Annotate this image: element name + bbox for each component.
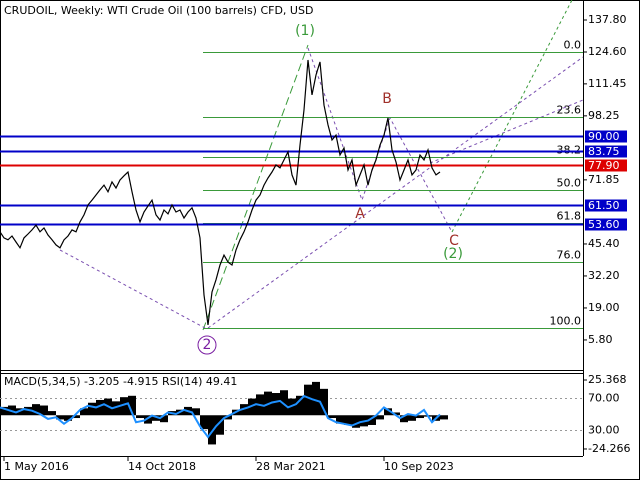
y-tick-label: 32.20	[588, 269, 620, 282]
macd-bar	[192, 408, 200, 416]
x-tick-label: 14 Oct 2018	[128, 460, 196, 473]
macd-bar	[96, 399, 104, 416]
wave-line	[451, 0, 573, 233]
macd-bar	[296, 395, 304, 416]
y-tick-label: 45.40	[588, 237, 620, 250]
macd-bar	[88, 402, 96, 416]
y-tick-label: 137.80	[588, 13, 627, 26]
wave-label: 2	[203, 337, 212, 353]
macd-bar	[128, 395, 136, 416]
y-tick-label: 111.45	[588, 77, 627, 90]
macd-bar	[392, 412, 400, 416]
macd-bar	[200, 415, 208, 430]
macd-bar	[288, 398, 296, 416]
macd-bar	[112, 401, 120, 416]
fib-label: 38.2	[557, 144, 582, 157]
macd-bar	[208, 415, 216, 445]
macd-bar	[56, 415, 64, 420]
macd-bar	[248, 398, 256, 416]
price-level-box	[585, 159, 627, 172]
wave-label: C	[449, 233, 459, 249]
fib-label: 23.6	[557, 104, 582, 117]
wave-line	[207, 56, 584, 329]
wave-label: A	[355, 206, 365, 222]
fib-label: 0.0	[564, 39, 582, 52]
y-tick-label: 124.60	[588, 45, 627, 58]
indicator-title: MACD(5,34,5) -3.205 -4.915 RSI(14) 49.41	[4, 375, 237, 388]
x-tick-label: 1 May 2016	[4, 460, 69, 473]
macd-bar	[48, 411, 56, 416]
wave-circle	[197, 335, 217, 355]
macd-bar	[304, 384, 312, 416]
price-level-label: 61.50	[588, 199, 620, 212]
macd-bar	[272, 393, 280, 416]
price-level-box	[585, 130, 627, 143]
macd-bar	[120, 397, 128, 416]
price-line	[0, 59, 441, 325]
chart-title: CRUDOIL, Weekly: WTI Crude Oil (100 barr…	[4, 4, 313, 17]
wave-label: B	[382, 91, 392, 107]
macd-bar	[352, 415, 360, 428]
macd-bar	[40, 405, 48, 416]
x-tick-label: 10 Sep 2023	[384, 460, 454, 473]
price-level-box	[585, 145, 627, 158]
price-level-label: 53.60	[588, 218, 620, 231]
fib-label: 76.0	[557, 249, 582, 262]
macd-bar	[24, 406, 32, 416]
price-level-label: 90.00	[588, 130, 620, 143]
wave-label: (2)	[443, 246, 463, 262]
macd-bar	[224, 415, 232, 420]
macd-bar	[400, 415, 408, 423]
macd-bar	[416, 415, 424, 419]
macd-bar	[0, 406, 8, 416]
y-tick-label: 25.368	[588, 373, 627, 386]
price-level-label: 77.90	[588, 159, 620, 172]
macd-bar	[336, 415, 344, 424]
y-tick-label: 5.80	[588, 333, 613, 346]
y2-tick-label: 30.00	[588, 424, 620, 437]
price-level-box	[585, 199, 627, 212]
macd-bar	[72, 415, 80, 419]
fib-label: 50.0	[557, 177, 582, 190]
macd-bar	[440, 415, 448, 420]
macd-bar	[408, 415, 416, 421]
x-tick-label: 28 Mar 2021	[256, 460, 326, 473]
macd-bar	[80, 408, 88, 416]
wave-line	[202, 44, 309, 331]
macd-bar	[344, 415, 352, 425]
macd-bar	[376, 415, 384, 420]
price-level-label: 83.75	[588, 145, 620, 158]
y-tick-label: 19.00	[588, 301, 620, 314]
macd-bar	[136, 415, 144, 419]
macd-bar	[64, 415, 72, 421]
fib-label: 100.0	[550, 315, 582, 328]
price-level-box	[585, 218, 627, 231]
macd-bar	[216, 415, 224, 435]
macd-bar	[160, 415, 168, 423]
macd-bar	[328, 415, 336, 419]
wave-label: (1)	[295, 23, 315, 39]
macd-bar	[152, 415, 160, 421]
rsi-line	[0, 394, 441, 439]
y-tick-label: -24.266	[588, 442, 630, 455]
y2-tick-label: 70.00	[588, 392, 620, 405]
macd-bar	[280, 390, 288, 416]
macd-bar	[144, 415, 152, 424]
fib-label: 61.8	[557, 210, 582, 223]
macd-bar	[368, 415, 376, 425]
y-tick-label: 71.85	[588, 173, 620, 186]
y-tick-label: 98.25	[588, 109, 620, 122]
macd-bar	[312, 381, 320, 416]
macd-bar	[320, 388, 328, 416]
macd-bar	[384, 408, 392, 416]
macd-bar	[32, 404, 40, 416]
